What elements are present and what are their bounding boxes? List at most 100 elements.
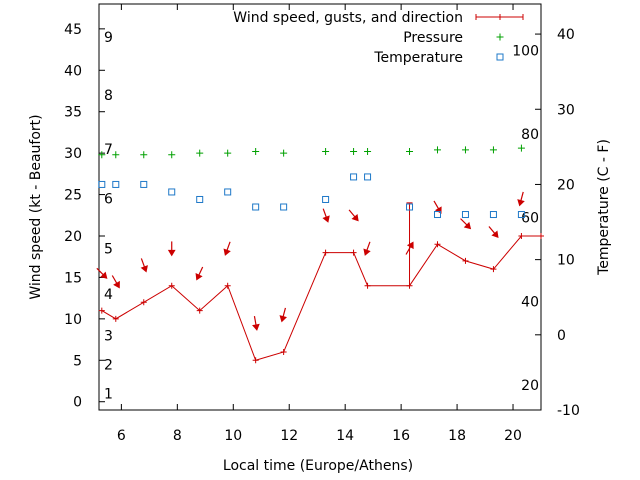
pressure-point <box>433 146 441 154</box>
wind-direction-arrow <box>405 241 414 255</box>
fahrenheit-label: 60 <box>521 211 539 227</box>
pressure-point <box>112 151 120 159</box>
y-axis-label-left: Wind speed (kt - Beaufort) <box>28 114 44 299</box>
beaufort-label: 1 <box>104 386 113 402</box>
pressure-point <box>252 147 260 155</box>
temperature-point <box>224 188 232 196</box>
fahrenheit-label: 20 <box>521 378 539 394</box>
wind-direction-arrow <box>517 191 525 207</box>
pressure-point <box>280 149 288 157</box>
wind-speed-point <box>518 233 525 239</box>
beaufort-label: 6 <box>104 192 113 208</box>
temperature-point <box>350 173 358 181</box>
temperature-point <box>168 188 176 196</box>
pressure-point <box>322 147 330 155</box>
wind-direction-arrow <box>111 275 120 289</box>
y-tick-label-left: 0 <box>73 395 82 411</box>
y-tick-label-right: 30 <box>557 102 575 118</box>
wind-speed-point <box>168 282 175 289</box>
pressure-point <box>517 144 525 152</box>
wind-direction-arrow <box>460 218 472 230</box>
temperature-point <box>489 211 497 219</box>
wind-direction-arrow <box>252 316 260 331</box>
wind-speed-point <box>538 233 544 239</box>
wind-speed-point <box>140 299 147 306</box>
beaufort-label: 5 <box>104 241 113 257</box>
beaufort-label: 4 <box>104 287 113 303</box>
legend-swatch-marker <box>475 14 524 20</box>
y-tick-label-left: 45 <box>64 22 82 38</box>
wind-direction-arrow <box>140 258 148 273</box>
legend-label: Temperature <box>373 50 463 66</box>
wind-speed-point <box>350 249 357 256</box>
wind-speed-point <box>322 249 329 256</box>
beaufort-label: 3 <box>104 328 113 344</box>
wind-speed-point <box>98 307 105 314</box>
pressure-point <box>196 149 204 157</box>
y-tick-label-left: 30 <box>64 146 82 162</box>
wind-direction-arrow <box>96 267 108 279</box>
temperature-point <box>252 203 260 211</box>
wind-direction-arrow <box>279 307 287 323</box>
legend: Wind speed, gusts, and direction Pressure… <box>233 10 524 66</box>
wind-direction-arrow <box>488 226 499 238</box>
beaufort-label: 2 <box>104 357 113 373</box>
series-layer <box>96 144 544 364</box>
pressure-point <box>406 147 414 155</box>
wind-speed-point <box>364 282 371 289</box>
y-tick-label-left: 20 <box>64 229 82 245</box>
wind-direction-arrow <box>363 241 371 256</box>
wind-direction-arrow <box>167 241 176 257</box>
y-tick-label-left: 5 <box>73 353 82 369</box>
pressure-point <box>224 149 232 157</box>
y-axis-label-right: Temperature (C - F) <box>596 139 612 276</box>
x-tick-label: 6 <box>117 428 126 444</box>
wind-speed-line <box>101 235 541 361</box>
wind-direction-arrow <box>433 200 442 214</box>
temperature-point <box>98 180 106 188</box>
y-tick-label-left: 25 <box>64 188 82 204</box>
wind-speed-point <box>462 257 469 264</box>
temperature-point <box>461 211 469 219</box>
y-tick-label-left: 35 <box>64 105 82 121</box>
y-tick-label-left: 40 <box>64 63 82 79</box>
wind-speed-point <box>224 282 231 289</box>
temperature-point <box>406 203 414 211</box>
y-tick-label-right: 0 <box>557 328 566 344</box>
legend-label: Wind speed, gusts, and direction <box>233 10 463 26</box>
pressure-point <box>489 146 497 154</box>
pressure-point <box>140 151 148 159</box>
x-tick-label: 18 <box>448 428 466 444</box>
wind-direction-arrow <box>223 241 231 256</box>
beaufort-label: 7 <box>104 142 113 158</box>
legend-swatch-marker <box>496 53 504 61</box>
y-tick-label-right: 10 <box>557 253 575 269</box>
legend-swatch-marker <box>496 33 504 41</box>
wind-speed-point <box>434 241 441 248</box>
wind-speed-point <box>252 357 259 364</box>
y-tick-label-left: 10 <box>64 312 82 328</box>
wind-direction-arrow <box>195 266 204 281</box>
fahrenheit-label: 100 <box>512 44 539 60</box>
wind-speed-point <box>112 315 119 322</box>
y-tick-label-right: -10 <box>557 403 580 419</box>
plot-frame <box>98 3 542 411</box>
temperature-point <box>433 211 441 219</box>
x-tick-label: 14 <box>336 428 354 444</box>
x-axis-label: Local time (Europe/Athens) <box>223 458 413 474</box>
temperature-point <box>517 211 525 219</box>
x-tick-label: 20 <box>504 428 522 444</box>
fahrenheit-label: 80 <box>521 127 539 143</box>
wind-direction-arrow <box>322 208 330 223</box>
wind-speed-point <box>490 266 497 273</box>
pressure-point <box>168 151 176 159</box>
x-tick-label: 12 <box>280 428 298 444</box>
pressure-point <box>364 147 372 155</box>
temperature-point <box>322 195 330 203</box>
temperature-point <box>112 180 120 188</box>
wind-speed-point <box>280 349 287 355</box>
x-tick-label: 16 <box>392 428 410 444</box>
temperature-point <box>280 203 288 211</box>
temperature-point <box>364 173 372 181</box>
wind-speed-point <box>406 282 413 289</box>
